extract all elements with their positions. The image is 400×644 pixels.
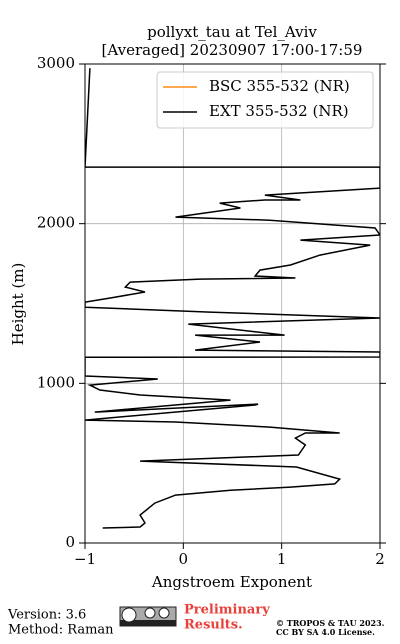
plot-area bbox=[85, 68, 380, 529]
copyright: © TROPOS & TAU 2023. bbox=[276, 618, 385, 628]
x-tick-label: 0 bbox=[179, 550, 189, 568]
y-tick-label: 1000 bbox=[37, 373, 75, 391]
logo bbox=[119, 606, 177, 627]
profile-line bbox=[85, 68, 380, 529]
y-tick-label: 0 bbox=[65, 533, 75, 551]
legend-box bbox=[156, 71, 374, 129]
chart-subtitle: [Averaged] 20230907 17:00-17:59 bbox=[102, 41, 363, 59]
plot-frame bbox=[84, 63, 381, 544]
x-tick-label: 1 bbox=[277, 550, 287, 568]
method: Method: Raman bbox=[8, 623, 114, 638]
x-tick-label: 2 bbox=[375, 550, 385, 568]
chart-title: pollyxt_tau at Tel_Aviv bbox=[147, 23, 317, 41]
version: Version: 3.6 bbox=[7, 608, 86, 623]
x-axis-label: Angstroem Exponent bbox=[151, 573, 312, 591]
preliminary-line2: Results. bbox=[184, 618, 243, 633]
preliminary-line1: Preliminary bbox=[184, 603, 270, 618]
y-axis-label: Height (m) bbox=[9, 263, 27, 346]
x-tick-label: −1 bbox=[74, 550, 96, 568]
y-tick-label: 2000 bbox=[37, 214, 75, 232]
legend-label: BSC 355-532 (NR) bbox=[209, 77, 350, 95]
legend-label: EXT 355-532 (NR) bbox=[209, 102, 349, 120]
license: CC BY SA 4.0 License. bbox=[276, 627, 375, 637]
legend: BSC 355-532 (NR) EXT 355-532 (NR) bbox=[156, 71, 374, 129]
y-tick-label: 3000 bbox=[37, 54, 75, 72]
